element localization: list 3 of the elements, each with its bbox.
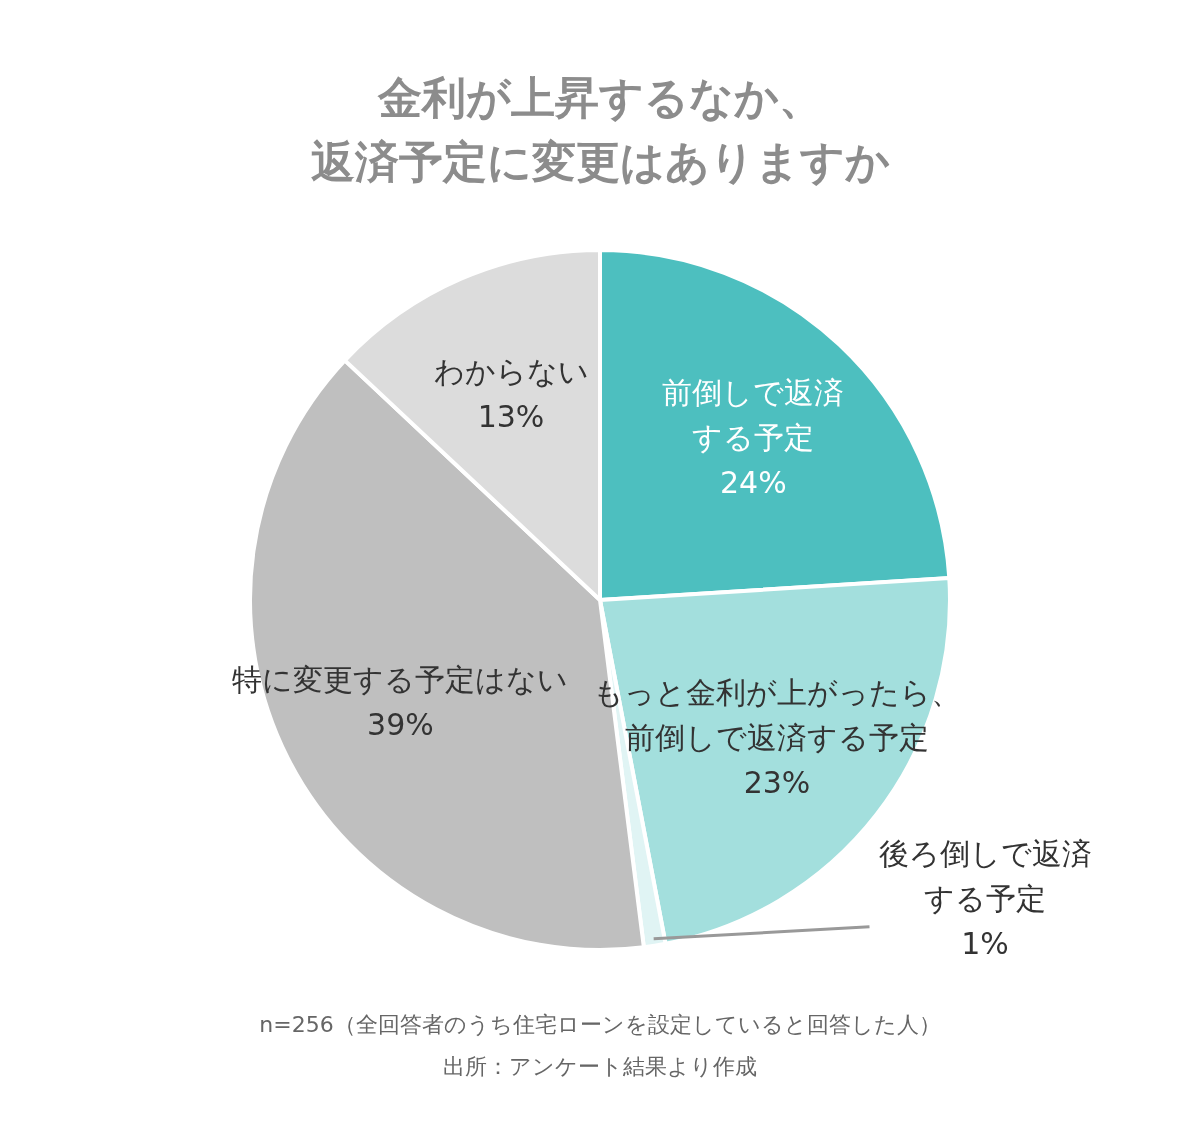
annotation: n=256（全回答者のうち住宅ローンを設定していると回答した人） <box>259 1011 941 1039</box>
annotation: 出所：アンケート結果より作成 <box>443 1053 757 1081</box>
title: 金利が上昇するなか、返済予定に変更はありますか <box>310 71 890 189</box>
